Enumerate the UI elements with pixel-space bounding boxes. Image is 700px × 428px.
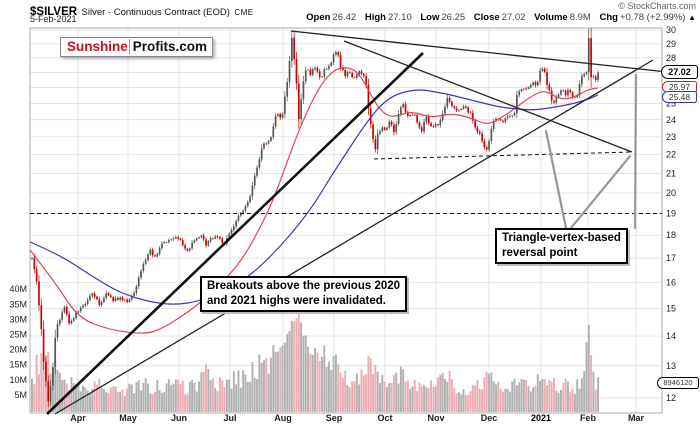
sunshineprofits-logo: Sunshine Profits.com xyxy=(60,37,214,57)
svg-text:35M: 35M xyxy=(9,299,27,309)
svg-text:Oct: Oct xyxy=(377,413,392,423)
symbol-description: Silver - Continuous Contract (EOD) xyxy=(81,7,230,18)
svg-text:10M: 10M xyxy=(9,375,27,385)
copyright: © StockCharts.com xyxy=(618,1,696,11)
trendline-declining-resistance-aug xyxy=(290,30,668,73)
svg-text:5M: 5M xyxy=(14,390,27,400)
ma-blue-tag: 25.48 xyxy=(662,90,697,103)
svg-text:25M: 25M xyxy=(9,330,27,340)
svg-text:25: 25 xyxy=(666,98,676,108)
logo-part1: Sunshine xyxy=(67,39,128,54)
svg-text:24: 24 xyxy=(666,115,676,125)
annotation-box-breakouts: Breakouts above the previous 2020 and 20… xyxy=(200,276,408,312)
trendline-rising-support-to-vertex xyxy=(54,59,654,415)
close-value: 27.02 xyxy=(501,12,526,23)
annotation-line: reversal point xyxy=(502,247,578,259)
ma-fast-line xyxy=(29,67,599,334)
volume-value: 8.9M xyxy=(569,12,591,23)
svg-text:29: 29 xyxy=(666,39,676,49)
svg-text:Feb: Feb xyxy=(580,413,597,423)
svg-text:20M: 20M xyxy=(9,345,27,355)
svg-text:17: 17 xyxy=(666,253,676,263)
annotation-line: and 2021 highs were invalidated. xyxy=(207,295,386,307)
svg-text:2021: 2021 xyxy=(531,413,551,423)
svg-text:23: 23 xyxy=(666,132,676,142)
trendlines xyxy=(30,30,668,415)
svg-text:Jul: Jul xyxy=(223,413,236,423)
ma-slow-line xyxy=(29,89,599,305)
svg-text:13: 13 xyxy=(666,361,676,371)
up-arrow-icon: ▲ xyxy=(688,13,696,22)
svg-text:40M: 40M xyxy=(9,284,27,294)
callout-arrows xyxy=(544,73,638,230)
trendline-long-term-support-thick xyxy=(46,52,424,415)
high-value: 27.10 xyxy=(387,12,412,23)
low-value: 26.25 xyxy=(441,12,466,23)
svg-text:14: 14 xyxy=(666,331,676,341)
volume-tag: 8946120 xyxy=(657,377,699,389)
svg-text:Sep: Sep xyxy=(326,413,343,423)
volume-label: Volume xyxy=(534,12,568,23)
axis-labels: 30 29 28 25 24 23 22 21 20 19 18 17 16 15 14 13 12 40M 35M… xyxy=(9,25,676,423)
svg-text:Nov: Nov xyxy=(427,413,444,423)
open-value: 26.42 xyxy=(332,12,357,23)
chg-label: Chg xyxy=(599,12,618,23)
svg-text:12: 12 xyxy=(666,393,676,403)
close-label: Close xyxy=(473,12,500,23)
grid xyxy=(29,27,663,414)
svg-text:Aug: Aug xyxy=(274,413,292,423)
svg-text:Mar: Mar xyxy=(628,413,645,423)
svg-text:May: May xyxy=(119,413,137,423)
chg-value: +0.78 (+2.99%) xyxy=(619,12,686,23)
svg-text:28: 28 xyxy=(666,53,676,63)
candlesticks xyxy=(31,27,599,408)
annotation-line: Breakouts above the previous 2020 xyxy=(207,280,401,292)
annotation-line: Triangle-vertex-based xyxy=(502,232,621,244)
volume-bars xyxy=(31,303,600,412)
exchange-label: CME xyxy=(234,8,254,17)
trendline-declining-resistance-sep xyxy=(343,40,633,153)
svg-text:15: 15 xyxy=(666,303,676,313)
chart-date: 5-Feb-2021 xyxy=(30,14,77,24)
svg-text:20: 20 xyxy=(666,188,676,198)
svg-text:Apr: Apr xyxy=(70,413,86,423)
last-price-tag: 27.02 xyxy=(661,65,698,79)
svg-text:19: 19 xyxy=(666,209,676,219)
symbol-label: $SILVER xyxy=(30,6,78,18)
low-label: Low xyxy=(420,12,440,23)
quote-bar: Open 26.42 High 27.10 Low 26.25 Close 27.02 … xyxy=(300,12,696,23)
high-label: High xyxy=(364,12,386,23)
svg-text:15M: 15M xyxy=(9,360,27,370)
open-label: Open xyxy=(306,12,331,23)
svg-text:16: 16 xyxy=(666,277,676,287)
svg-text:30: 30 xyxy=(666,25,676,35)
svg-text:Dec: Dec xyxy=(481,413,498,423)
chart-title: $SILVER Silver - Continuous Contract (EO… xyxy=(30,2,254,20)
svg-text:30M: 30M xyxy=(9,314,27,324)
trendline-triangle-base-dashed xyxy=(373,151,633,160)
svg-text:22: 22 xyxy=(666,150,676,160)
logo-part2: Profits.com xyxy=(128,39,208,54)
svg-text:18: 18 xyxy=(666,230,676,240)
annotation-box-triangle-vertex: Triangle-vertex-based reversal point xyxy=(495,228,628,264)
svg-text:Jun: Jun xyxy=(171,413,187,423)
svg-text:21: 21 xyxy=(666,168,676,178)
